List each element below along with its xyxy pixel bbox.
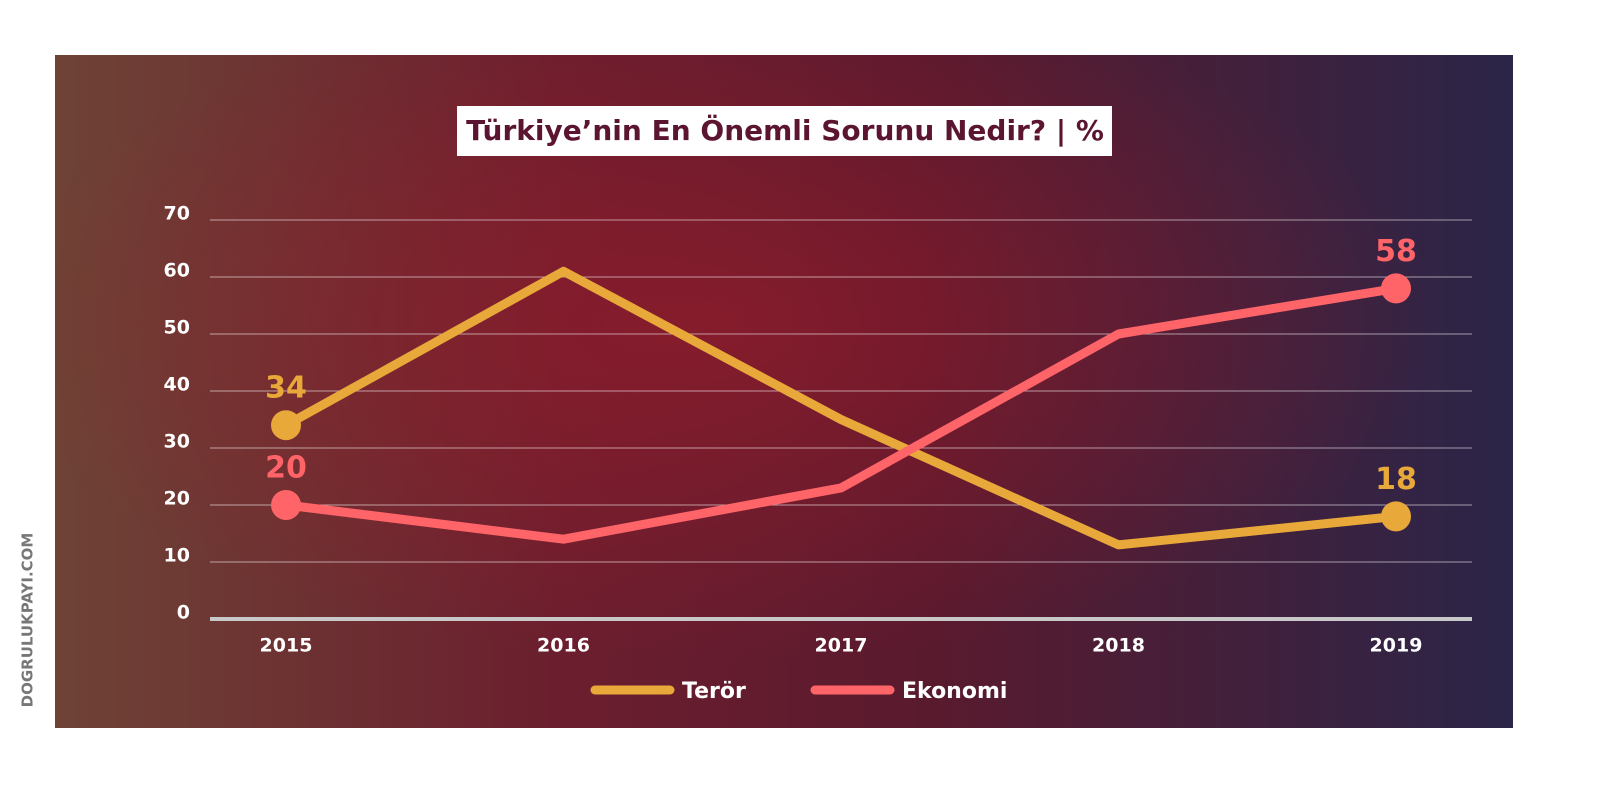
y-tick-label: 60 (164, 260, 190, 282)
data-label: 20 (265, 451, 307, 486)
series-line (283, 266, 1397, 550)
x-tick-label: 2019 (1370, 635, 1423, 657)
title-box (457, 106, 1112, 156)
y-tick-label: 30 (164, 431, 190, 453)
point-marker (1381, 273, 1411, 304)
data-label: 34 (265, 371, 307, 406)
data-label: 58 (1375, 234, 1417, 269)
y-tick-label: 50 (164, 317, 190, 339)
series-line (285, 283, 1397, 544)
x-tick-label: 2015 (260, 635, 313, 657)
y-tick-label: 10 (164, 545, 190, 567)
y-tick-label: 70 (164, 203, 190, 225)
watermark: DOGRULUKPAYI.COM (19, 533, 37, 708)
x-tick-label: 2017 (815, 635, 868, 657)
legend-label: Terör (682, 679, 746, 704)
y-tick-label: 0 (177, 602, 190, 624)
legend-label: Ekonomi (902, 679, 1007, 704)
y-tick-label: 20 (164, 488, 190, 510)
y-tick-label: 40 (164, 374, 190, 396)
x-tick-label: 2016 (537, 635, 590, 657)
chart-title: Türkiye’nin En Önemli Sorunu Nedir? | % (466, 113, 1104, 147)
point-marker (271, 410, 301, 441)
data-label: 18 (1375, 462, 1417, 497)
point-marker (1381, 501, 1411, 532)
x-tick-label: 2018 (1092, 635, 1145, 657)
point-marker (271, 490, 301, 520)
